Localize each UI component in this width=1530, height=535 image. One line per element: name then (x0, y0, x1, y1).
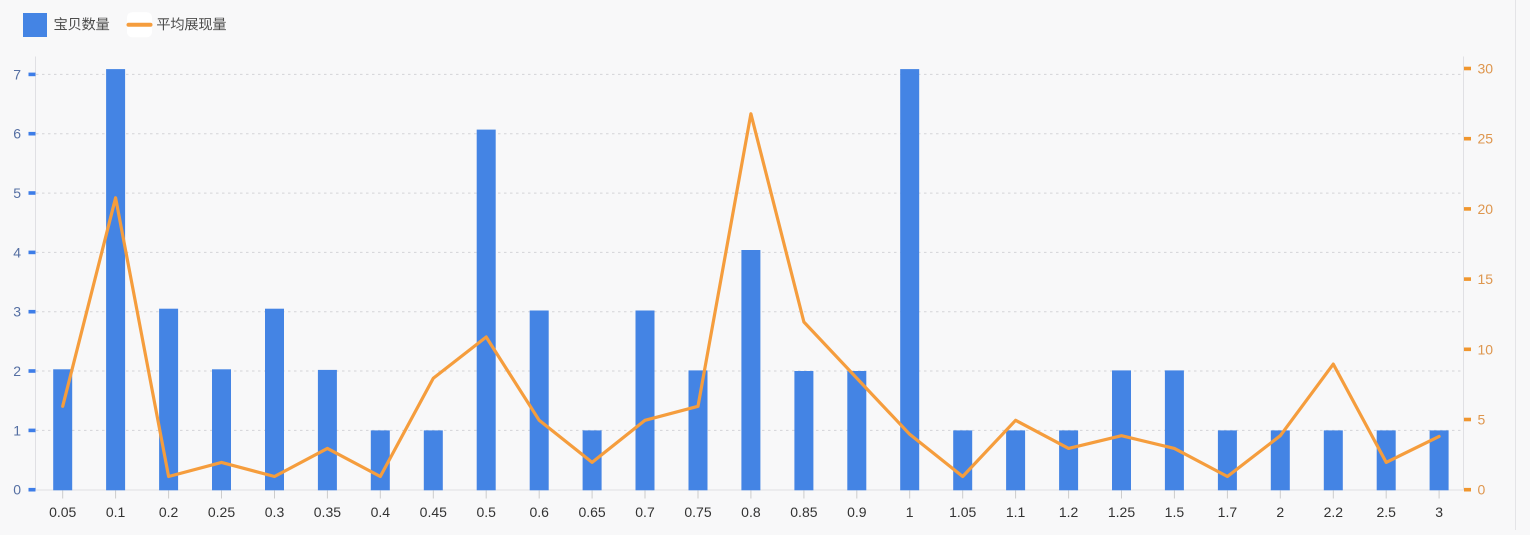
svg-text:0.65: 0.65 (578, 504, 605, 520)
svg-text:0.5: 0.5 (476, 504, 496, 520)
svg-text:0.85: 0.85 (790, 504, 817, 520)
svg-text:0: 0 (1478, 482, 1486, 498)
svg-text:10: 10 (1478, 341, 1494, 357)
svg-text:0.25: 0.25 (208, 504, 235, 520)
svg-text:1.2: 1.2 (1059, 504, 1079, 520)
svg-text:7: 7 (13, 66, 21, 82)
svg-text:25: 25 (1478, 131, 1494, 147)
svg-text:3: 3 (13, 304, 21, 320)
svg-text:1: 1 (13, 422, 21, 438)
svg-text:0.2: 0.2 (159, 504, 179, 520)
svg-text:0.4: 0.4 (371, 504, 391, 520)
svg-text:2: 2 (1276, 504, 1284, 520)
svg-text:0.8: 0.8 (741, 504, 761, 520)
svg-text:0.35: 0.35 (314, 504, 341, 520)
svg-text:0: 0 (13, 482, 21, 498)
svg-text:15: 15 (1478, 271, 1494, 287)
svg-text:0.3: 0.3 (265, 504, 285, 520)
svg-text:1.25: 1.25 (1108, 504, 1135, 520)
svg-text:1.5: 1.5 (1165, 504, 1185, 520)
svg-text:1.7: 1.7 (1218, 504, 1238, 520)
svg-text:5: 5 (1478, 412, 1486, 428)
svg-text:0.75: 0.75 (684, 504, 711, 520)
svg-text:2.5: 2.5 (1376, 504, 1396, 520)
svg-text:2: 2 (13, 363, 21, 379)
svg-text:2.2: 2.2 (1324, 504, 1344, 520)
svg-text:1: 1 (906, 504, 914, 520)
svg-text:0.6: 0.6 (529, 504, 549, 520)
svg-text:30: 30 (1478, 61, 1494, 77)
svg-text:6: 6 (13, 126, 21, 142)
svg-text:0.1: 0.1 (106, 504, 126, 520)
svg-text:20: 20 (1478, 201, 1494, 217)
svg-text:4: 4 (13, 244, 21, 260)
svg-text:1.1: 1.1 (1006, 504, 1026, 520)
svg-text:1.05: 1.05 (949, 504, 976, 520)
svg-text:0.45: 0.45 (420, 504, 447, 520)
svg-text:0.9: 0.9 (847, 504, 867, 520)
svg-text:0.05: 0.05 (49, 504, 76, 520)
svg-text:5: 5 (13, 185, 21, 201)
svg-text:0.7: 0.7 (635, 504, 655, 520)
svg-text:3: 3 (1435, 504, 1443, 520)
